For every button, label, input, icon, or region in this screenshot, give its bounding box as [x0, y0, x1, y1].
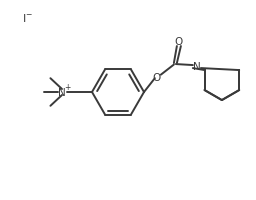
Text: N: N: [58, 88, 66, 98]
Text: O: O: [153, 72, 161, 82]
Text: N: N: [193, 62, 201, 72]
Text: +: +: [64, 83, 71, 92]
Text: I$^{-}$: I$^{-}$: [22, 12, 33, 24]
Text: O: O: [175, 37, 183, 47]
